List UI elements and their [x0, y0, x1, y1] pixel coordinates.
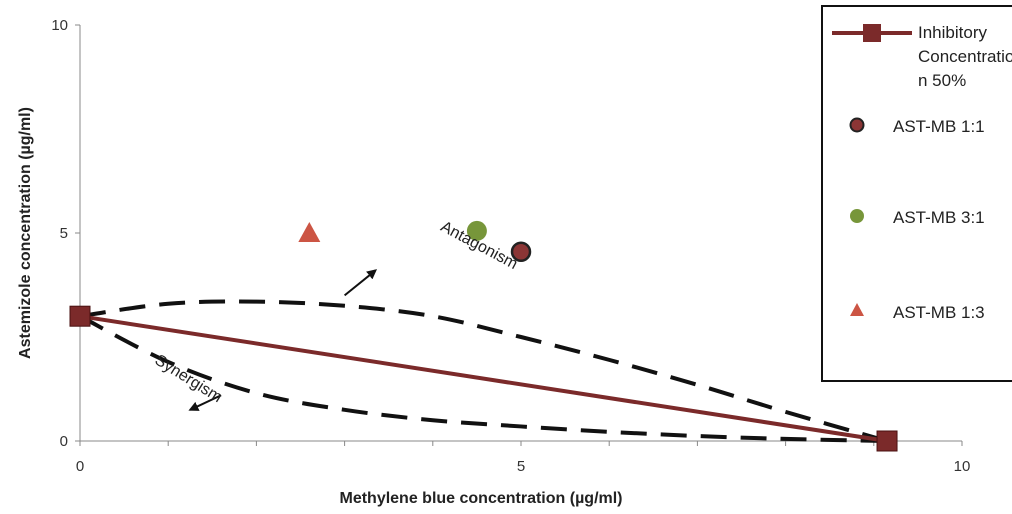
ast-mb-1-3-point — [298, 222, 321, 242]
ast-mb-3-1-point — [466, 220, 487, 241]
antagonism-curve — [79, 299, 888, 443]
x-tick-label: 10 — [954, 458, 971, 475]
synergism-arrow — [188, 394, 222, 411]
legend-ic50-label-line: Inhibitory — [918, 23, 987, 42]
x-axis-title: Methylene blue concentration (µg/ml) — [339, 490, 622, 507]
legend-ast-mb-1-3-swatch — [850, 303, 864, 316]
y-axis-title: Astemizole concentration (µg/ml) — [17, 107, 34, 359]
ic50-square-marker — [876, 430, 898, 452]
ic50-square-marker — [69, 305, 91, 327]
ast-mb-1-1-point — [510, 241, 532, 262]
legend-ast-mb-1-1-label: AST-MB 1:1 — [893, 117, 985, 136]
legend-ast-mb-3-1-swatch — [850, 209, 864, 223]
legend-box — [821, 5, 1012, 382]
ic50-line — [79, 314, 888, 443]
legend-ic50-square-swatch — [863, 24, 881, 42]
synergism-curve — [79, 314, 888, 443]
x-tick-label: 0 — [76, 458, 84, 475]
antagonism-arrow — [343, 269, 378, 297]
legend-ic50-label-line: n 50% — [918, 71, 966, 90]
legend-ast-mb-3-1-label: AST-MB 3:1 — [893, 208, 985, 227]
x-tick-label: 5 — [517, 458, 525, 475]
legend-ast-mb-1-3-label: AST-MB 1:3 — [893, 303, 985, 322]
legend-ast-mb-1-1-swatch — [849, 117, 865, 133]
legend-ic50-label-line: Concentratio — [918, 47, 1012, 66]
y-tick-label: 5 — [60, 225, 68, 242]
y-tick-label: 10 — [51, 17, 68, 34]
annotation-synergism: Synergism — [152, 352, 225, 406]
y-tick-label: 0 — [60, 433, 68, 450]
